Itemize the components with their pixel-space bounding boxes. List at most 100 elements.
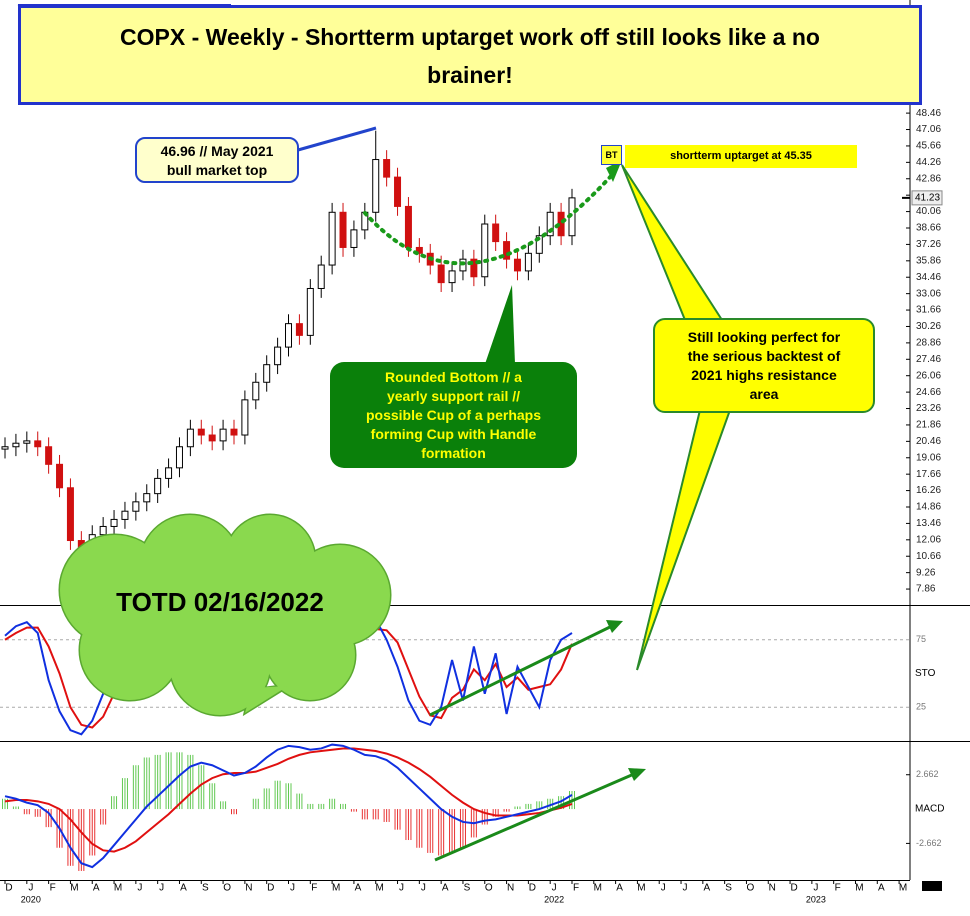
callout-line: forming Cup with Handle [370, 426, 537, 442]
candle-body [535, 235, 543, 254]
y-tick-label: 13.46 [916, 518, 941, 529]
x-tick-label: N [245, 883, 252, 894]
candle-body [328, 211, 336, 266]
candle-body [448, 270, 456, 284]
y-tick-label: 17.66 [916, 469, 941, 480]
year-label: 2023 [806, 894, 826, 904]
x-tick-label: A [93, 883, 100, 894]
candle-body [208, 434, 216, 442]
y-tick-label: 48.46 [916, 108, 941, 119]
x-tick-label: O [747, 883, 755, 894]
macd-arrowhead [628, 768, 646, 781]
y-tick-label: 26.06 [916, 370, 941, 381]
y-tick-label: 47.06 [916, 124, 941, 135]
x-tick-label: M [70, 883, 78, 894]
candle-body [230, 428, 238, 436]
x-tick-label: A [878, 883, 885, 894]
candle-body [34, 440, 42, 448]
x-tick-label: M [899, 883, 907, 894]
callout-line: Rounded Bottom // a [385, 369, 522, 385]
bt-label: BT [601, 145, 622, 165]
y-tick-label: 9.26 [916, 567, 936, 578]
candle-body [524, 252, 532, 272]
candle-body [219, 428, 227, 442]
y-tick-label: 23.26 [916, 403, 941, 414]
candle-body [404, 205, 412, 248]
candle-body [12, 442, 20, 448]
candle-body [165, 467, 173, 479]
x-tick-label: J [290, 883, 295, 894]
title-line: brainer! [427, 62, 513, 88]
callout-pointer [297, 126, 377, 152]
x-tick-label: J [552, 883, 557, 894]
candle-body [143, 493, 151, 503]
y-tick-label: 40.06 [916, 206, 941, 217]
y-tick-label: 16.26 [916, 485, 941, 496]
x-tick-label: M [114, 883, 122, 894]
x-tick-label: M [376, 883, 384, 894]
y-tick-label: 45.66 [916, 141, 941, 152]
candle-body [372, 159, 380, 213]
candle-body [197, 428, 205, 436]
y-tick-label: 34.46 [916, 272, 941, 283]
y-tick-label: -2.662 [916, 838, 942, 848]
candle-body [99, 525, 107, 536]
candle-body [492, 223, 500, 243]
y-tick-label: 21.86 [916, 420, 941, 431]
year-label: 2022 [544, 894, 564, 904]
candle-body [252, 381, 260, 401]
candle-body [317, 264, 325, 289]
y-tick-label: 31.66 [916, 305, 941, 316]
candle-body [154, 477, 162, 495]
cloud-fill [60, 515, 390, 715]
y-tick-label: 75 [916, 634, 926, 644]
x-tick-label: F [573, 883, 579, 894]
candle-body [45, 446, 53, 465]
x-tick-label: A [180, 883, 187, 894]
x-tick-label: D [790, 883, 797, 894]
rounded-pointer [485, 285, 515, 364]
callout-line: Still looking perfect for [687, 329, 841, 345]
x-tick-label: J [683, 883, 688, 894]
candle-body [295, 323, 303, 336]
candle-body [241, 399, 249, 436]
sto-arrowhead [606, 620, 623, 633]
callout-line: 46.96 // May 2021 [160, 143, 274, 159]
x-tick-label: A [703, 883, 710, 894]
x-tick-label: O [485, 883, 493, 894]
rounded-callout: Rounded Bottom // a yearly support rail … [330, 362, 577, 468]
last-price-box [911, 190, 943, 206]
uptarget-label: shortterm uptarget at 45.35 [625, 145, 857, 168]
y-tick-label: 19.06 [916, 452, 941, 463]
candle-body [186, 428, 194, 448]
y-tick-label: 44.26 [916, 157, 941, 168]
sto-trend-arrow [429, 624, 613, 717]
y-tick-label: 10.66 [916, 551, 941, 562]
x-tick-label: A [616, 883, 623, 894]
y-tick-label: 25 [916, 702, 926, 712]
callout-line: 2021 highs resistance [691, 367, 837, 383]
x-tick-label: D [267, 883, 274, 894]
candle-body [339, 211, 347, 248]
candle-body [546, 211, 554, 237]
x-tick-label: J [28, 883, 33, 894]
y-tick-label: 2.662 [916, 769, 939, 779]
candle-body [263, 364, 271, 383]
candle-body [175, 446, 183, 469]
x-tick-label: F [311, 883, 317, 894]
x-tick-label: M [594, 883, 602, 894]
x-tick-label: J [813, 883, 818, 894]
x-tick-label: N [507, 883, 514, 894]
y-tick-label: 7.86 [916, 584, 936, 595]
candle-body [274, 346, 282, 366]
x-tick-label: J [159, 883, 164, 894]
x-tick-label: S [202, 883, 209, 894]
panel-label: MACD [915, 804, 944, 815]
x-tick-label: S [725, 883, 732, 894]
last-price-label: 41.23 [915, 193, 940, 204]
callout-line: formation [421, 445, 486, 461]
y-tick-label: 28.86 [916, 338, 941, 349]
panel-label: STO [915, 668, 936, 679]
y-tick-label: 30.26 [916, 321, 941, 332]
